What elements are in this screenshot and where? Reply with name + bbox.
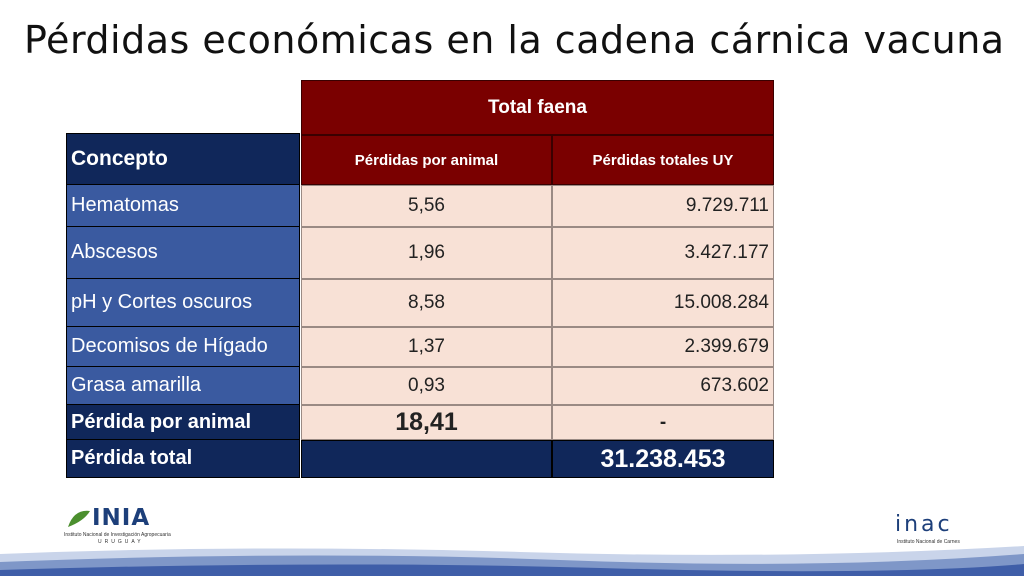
inac-wordmark: inac — [895, 512, 953, 537]
footer-wave — [0, 546, 1024, 576]
per-animal-header: Pérdidas por animal — [301, 135, 552, 185]
row-per-animal: 5,56 — [301, 185, 552, 227]
row-per-animal: 1,96 — [301, 227, 552, 279]
inia-subtitle: Instituto Nacional de Investigación Agro… — [64, 532, 171, 538]
row-total: 9.729.711 — [552, 185, 774, 227]
per-animal-total-value: 18,41 — [301, 405, 552, 440]
row-total: 15.008.284 — [552, 279, 774, 327]
row-label-decomisos: Decomisos de Hígado — [66, 327, 300, 367]
inia-country: URUGUAY — [98, 539, 144, 545]
total-loss-empty-cell — [301, 440, 552, 478]
row-total: 2.399.679 — [552, 327, 774, 367]
total-loss-value: 31.238.453 — [552, 440, 774, 478]
concept-header: Concepto — [66, 133, 300, 185]
row-per-animal: 1,37 — [301, 327, 552, 367]
page-title: Pérdidas económicas en la cadena cárnica… — [24, 18, 1005, 62]
row-total: 673.602 — [552, 367, 774, 405]
row-label-hematomas: Hematomas — [66, 185, 300, 227]
inac-subtitle: Instituto Nacional de Carnes — [897, 539, 960, 545]
row-total: 3.427.177 — [552, 227, 774, 279]
total-uy-header: Pérdidas totales UY — [552, 135, 774, 185]
row-label-ph-cortes: pH y Cortes oscuros — [66, 279, 300, 327]
row-per-animal: 0,93 — [301, 367, 552, 405]
total-faena-header: Total faena — [301, 80, 774, 135]
total-loss-label: Pérdida total — [66, 440, 300, 478]
inac-logo: inac Instituto Nacional de Carnes — [895, 512, 975, 546]
row-label-abscesos: Abscesos — [66, 227, 300, 279]
inia-wordmark: INIA — [92, 505, 151, 531]
inia-logo: INIA Instituto Nacional de Investigación… — [64, 505, 186, 547]
per-animal-total-dash: - — [552, 405, 774, 440]
per-animal-total-label: Pérdida por animal — [66, 405, 300, 440]
row-per-animal: 8,58 — [301, 279, 552, 327]
row-label-grasa: Grasa amarilla — [66, 367, 300, 405]
inia-leaf-icon — [68, 510, 90, 527]
